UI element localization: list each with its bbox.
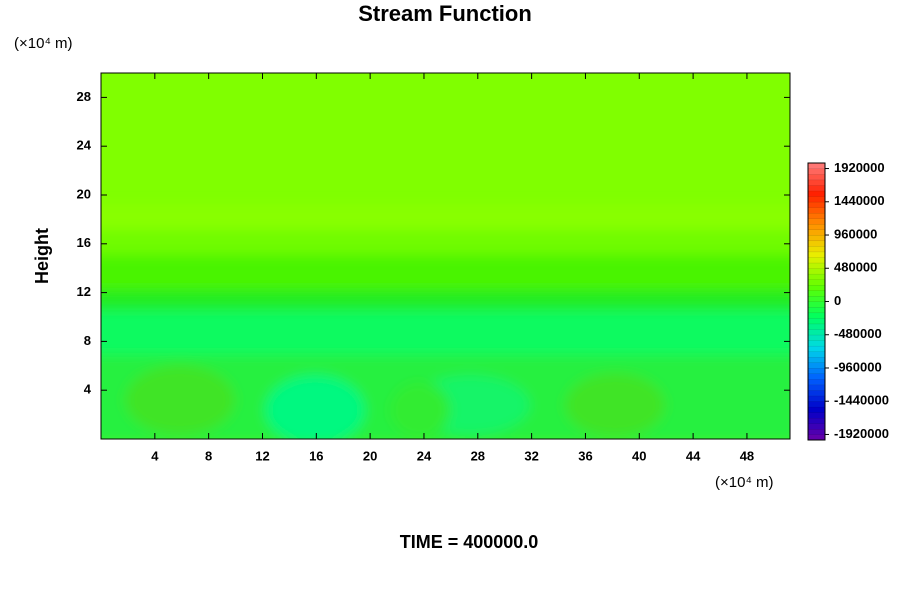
colorbar-tick-label: 0 [834,293,841,308]
colorbar-band [807,417,826,424]
colorbar-band [807,395,826,402]
colorbar-tick-label: 1920000 [834,160,885,175]
y-tick-label: 16 [77,235,91,250]
y-tick-label: 28 [77,89,91,104]
colorbar-band [807,196,826,203]
colorbar-band [807,373,826,380]
colorbar-band [807,434,826,441]
y-axis-label: Height [32,228,52,284]
colorbar-band [807,334,826,341]
colorbar-band [807,423,826,430]
x-tick-label: 24 [417,448,432,463]
x-tick-label: 20 [363,448,377,463]
colorbar-band [807,384,826,391]
colorbar-band [807,240,826,247]
colorbar-band [807,212,826,219]
colorbar-band [807,378,826,386]
colorbar-band [807,290,826,297]
colorbar-band [807,356,826,363]
colorbar-band [807,245,826,253]
x-tick-label: 28 [471,448,485,463]
colorbar-band [807,406,826,413]
y-tick-label: 4 [84,382,92,397]
colorbar-band [807,312,826,319]
colorbar-band [807,218,826,225]
colorbar-band [807,367,826,374]
x-tick-label: 8 [205,448,212,463]
colorbar-band [807,329,826,336]
y-tick-label: 8 [84,333,91,348]
colorbar-band [807,223,826,230]
colorbar-tick-label: -1920000 [834,426,889,441]
colorbar-band [807,389,826,397]
x-tick-label: 36 [578,448,592,463]
y-unit: (×10⁴ m) [14,35,73,52]
colorbar-band [807,173,826,181]
colorbar-band [807,306,826,314]
colorbar-band [807,234,826,242]
colorbar-band [807,412,826,419]
colorbar-band [807,190,826,197]
colorbar-band [807,428,826,435]
x-tick-label: 16 [309,448,323,463]
colorbar-band [807,345,826,352]
colorbar-tick-label: 960000 [834,226,877,241]
x-tick-label: 40 [632,448,646,463]
colorbar-tick-label: -960000 [834,359,882,374]
colorbar-band [807,162,826,169]
colorbar-band [807,340,826,347]
y-tick-label: 20 [77,186,91,201]
x-tick-label: 4 [151,448,159,463]
plot-frame [100,72,791,440]
colorbar-band [807,185,826,192]
colorbar-tick-label: 480000 [834,260,877,275]
x-tick-label: 44 [686,448,701,463]
colorbar-band [807,262,826,269]
colorbar-band [807,362,826,369]
colorbar-band [807,351,826,358]
colorbar-tick-label: -480000 [834,326,882,341]
colorbar-band [807,284,826,291]
annotation: TIME = 400000.0 [400,532,539,552]
colorbar-band [807,273,826,280]
colorbar-band [807,317,826,325]
colorbar-band [807,401,826,408]
colorbar-band [807,201,826,208]
colorbar-tick-label: -1440000 [834,393,889,408]
colorbar-band [807,323,826,330]
y-tick-label: 24 [77,138,92,153]
chart-title: Stream Function [358,1,532,26]
x-tick-label: 32 [524,448,538,463]
contour-field [101,73,790,439]
colorbar-tick-label: 1440000 [834,193,885,208]
colorbar-band [807,179,826,186]
colorbar-band [807,295,826,302]
x-unit: (×10⁴ m) [715,474,774,491]
colorbar-band [807,207,826,214]
x-tick-label: 48 [740,448,754,463]
colorbar-band [807,229,826,236]
colorbar-band [807,251,826,258]
x-tick-label: 12 [255,448,269,463]
colorbar-band [807,168,826,175]
y-tick-label: 12 [77,284,91,299]
colorbar-band [807,301,826,308]
colorbar-band [807,257,826,264]
colorbar-band [807,279,826,286]
colorbar-band [807,268,826,275]
